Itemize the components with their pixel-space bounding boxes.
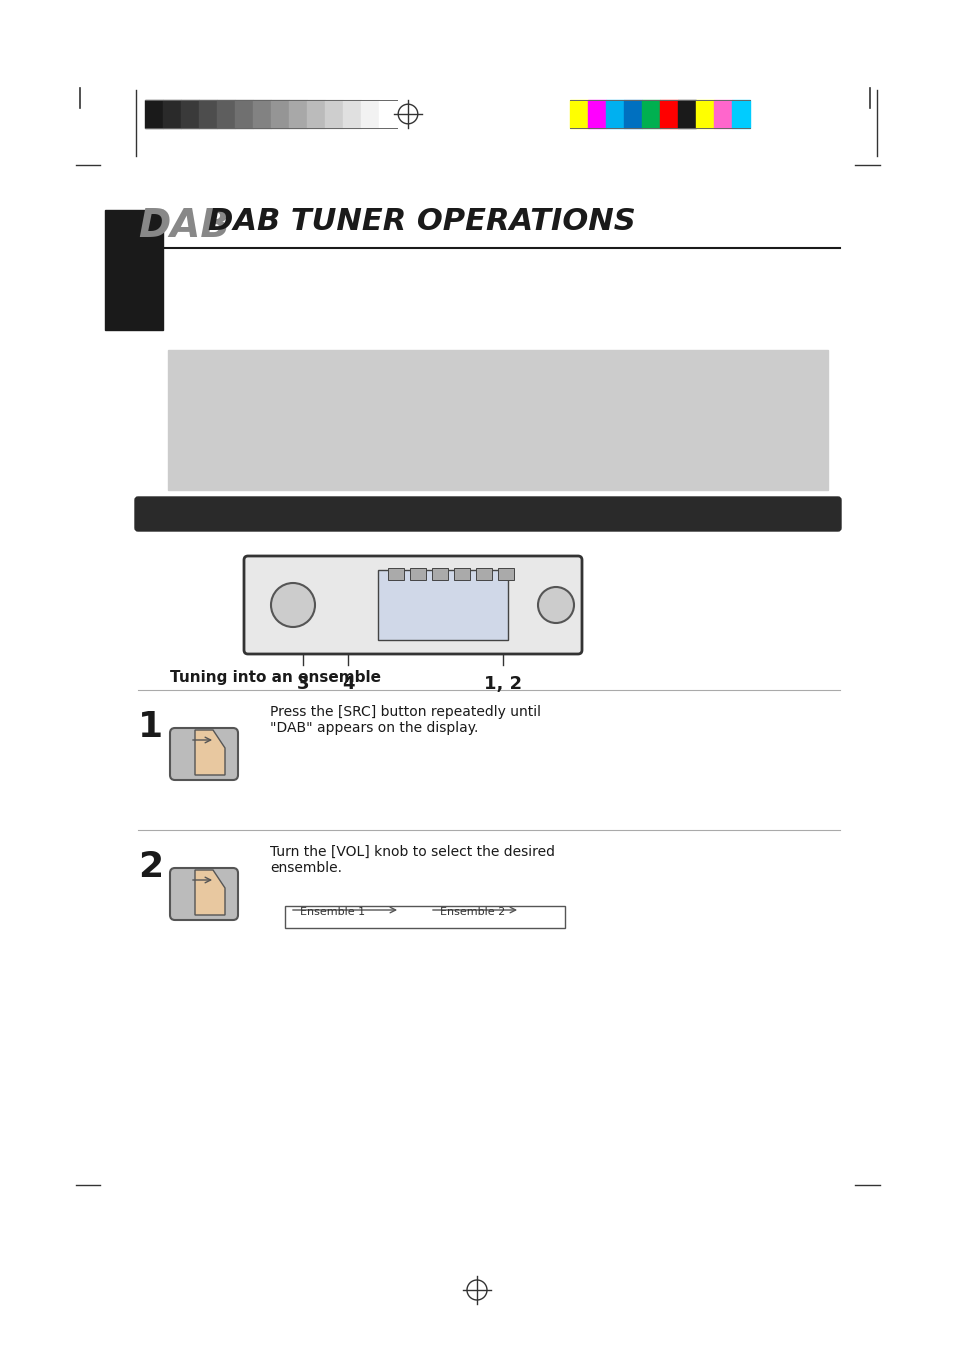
Text: Turn the [VOL] knob to select the desired
ensemble.: Turn the [VOL] knob to select the desire…: [270, 844, 555, 875]
Polygon shape: [194, 870, 225, 915]
Bar: [678, 100, 696, 128]
Bar: [587, 100, 605, 128]
Bar: [343, 100, 360, 128]
Bar: [325, 100, 343, 128]
Bar: [388, 567, 403, 580]
Bar: [731, 100, 749, 128]
Text: Ensemble 2: Ensemble 2: [439, 907, 505, 917]
Text: Tuning into an ensemble: Tuning into an ensemble: [170, 670, 380, 685]
Bar: [410, 567, 426, 580]
Bar: [476, 567, 492, 580]
Bar: [641, 100, 659, 128]
Bar: [569, 100, 587, 128]
Bar: [659, 100, 678, 128]
FancyBboxPatch shape: [170, 728, 237, 780]
FancyBboxPatch shape: [170, 867, 237, 920]
Text: 4: 4: [341, 676, 354, 693]
Circle shape: [537, 586, 574, 623]
Circle shape: [271, 584, 314, 627]
FancyBboxPatch shape: [135, 497, 841, 531]
Bar: [105, 209, 163, 330]
Bar: [271, 100, 289, 128]
Bar: [199, 100, 216, 128]
Polygon shape: [194, 730, 225, 775]
Bar: [168, 350, 827, 490]
Text: 3: 3: [296, 676, 309, 693]
Text: Press the [SRC] button repeatedly until
"DAB" appears on the display.: Press the [SRC] button repeatedly until …: [270, 705, 540, 735]
Bar: [234, 100, 253, 128]
Bar: [497, 567, 514, 580]
Bar: [181, 100, 199, 128]
Bar: [623, 100, 641, 128]
Bar: [377, 570, 507, 640]
Text: 1, 2: 1, 2: [483, 676, 521, 693]
Bar: [432, 567, 448, 580]
Bar: [696, 100, 713, 128]
Bar: [289, 100, 307, 128]
Bar: [216, 100, 234, 128]
Bar: [605, 100, 623, 128]
Text: DAB TUNER OPERATIONS: DAB TUNER OPERATIONS: [208, 207, 635, 236]
Bar: [145, 100, 163, 128]
Bar: [378, 100, 396, 128]
Bar: [253, 100, 271, 128]
Bar: [307, 100, 325, 128]
Bar: [163, 100, 181, 128]
Text: 2: 2: [138, 850, 163, 884]
Bar: [454, 567, 470, 580]
FancyBboxPatch shape: [244, 557, 581, 654]
Text: 1: 1: [138, 711, 163, 744]
Text: Ensemble 1: Ensemble 1: [299, 907, 365, 917]
Bar: [713, 100, 731, 128]
Bar: [360, 100, 378, 128]
Text: DAB: DAB: [138, 207, 230, 245]
